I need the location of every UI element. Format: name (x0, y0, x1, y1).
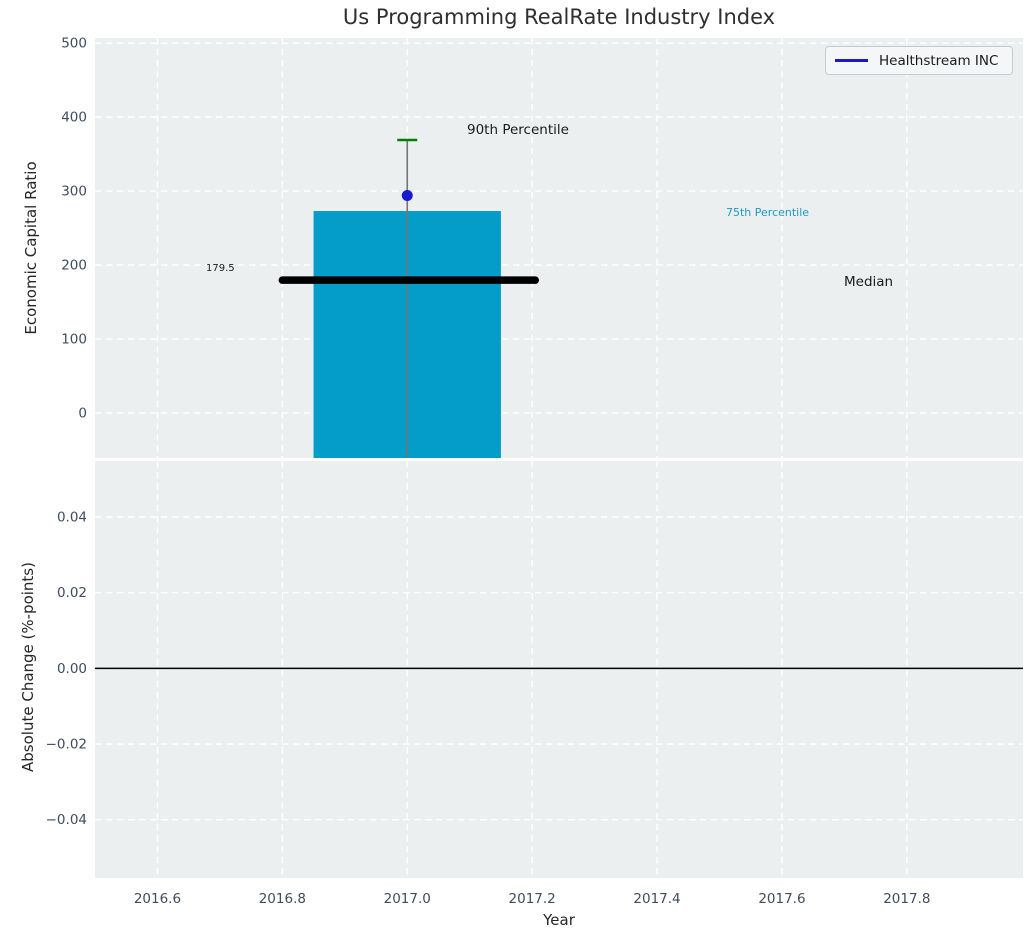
annotation-75th-percentile: 75th Percentile (726, 206, 810, 219)
plot-area-bottom (95, 461, 1023, 878)
y-tick-label: 400 (61, 110, 87, 126)
y-axis-label-top: Economic Capital Ratio (22, 161, 40, 335)
annotation-median-value: 179.5 (206, 263, 235, 274)
legend-label: Healthstream INC (879, 52, 999, 69)
plot-area-top (95, 38, 1023, 458)
annotation-90th-percentile: 90th Percentile (467, 122, 569, 138)
x-tick-label: 2016.6 (134, 891, 181, 907)
x-axis-label: Year (543, 911, 575, 929)
x-tick-label: 2017.8 (883, 891, 930, 907)
y-tick-label: −0.02 (46, 737, 87, 753)
y-tick-label: 300 (61, 184, 87, 200)
y-tick-label: 0.04 (57, 510, 87, 526)
y-tick-label: 0.00 (57, 661, 87, 677)
y-tick-label: 100 (61, 331, 87, 347)
y-axis-label-bottom: Absolute Change (%-points) (19, 562, 37, 772)
legend-box: Healthstream INC (825, 46, 1013, 75)
company-data-point (401, 190, 413, 201)
y-tick-label: 0 (78, 405, 87, 421)
y-tick-label: 0.02 (57, 585, 87, 601)
y-tick-label: −0.04 (46, 812, 87, 828)
legend-line-sample (835, 59, 868, 62)
y-tick-label: 200 (61, 258, 87, 274)
x-tick-label: 2016.8 (259, 891, 306, 907)
chart-title: Us Programming RealRate Industry Index (342, 5, 776, 29)
annotation-median: Median (844, 274, 894, 290)
x-tick-label: 2017.0 (384, 891, 431, 907)
x-tick-label: 2017.4 (633, 891, 680, 907)
x-tick-label: 2017.6 (758, 891, 805, 907)
x-tick-label: 2017.2 (509, 891, 556, 907)
y-tick-label: 500 (61, 36, 87, 52)
